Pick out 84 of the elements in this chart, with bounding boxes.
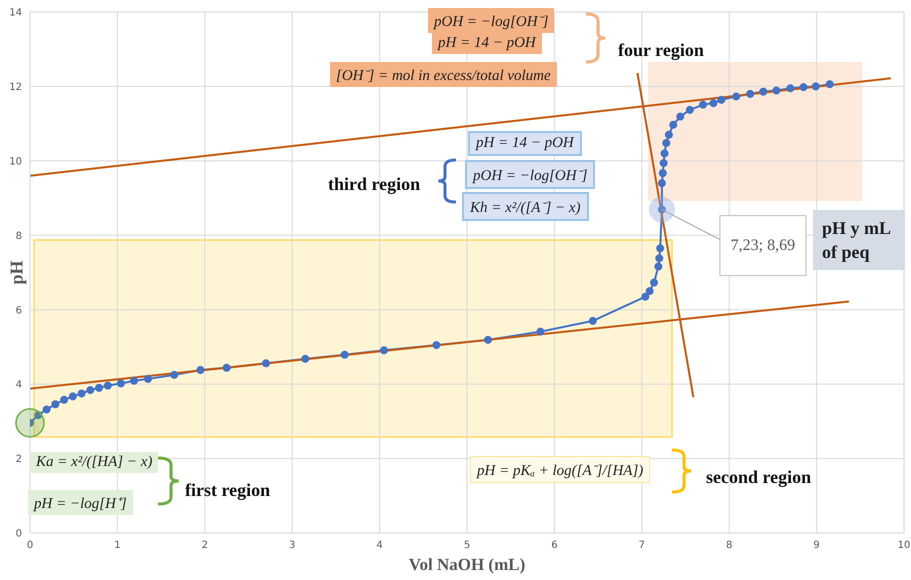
x-tick-label: 0 — [26, 540, 34, 552]
point — [799, 83, 808, 92]
point — [170, 370, 178, 379]
y-tick-label: 0 — [16, 528, 22, 540]
point — [432, 341, 440, 350]
point — [641, 292, 650, 301]
annotation: pH = 14 − pOH — [468, 131, 582, 156]
y-tick-label: 8 — [16, 230, 22, 242]
annotation: pH = pKₐ + log([A⁻]/[HA]) — [470, 456, 650, 483]
point — [130, 376, 138, 385]
point — [340, 350, 349, 359]
x-tick-label: 5 — [464, 540, 470, 552]
point — [654, 262, 662, 271]
point — [588, 316, 597, 325]
point — [34, 411, 42, 420]
point — [732, 92, 740, 100]
point — [812, 82, 820, 90]
point — [772, 86, 780, 95]
point — [826, 80, 834, 88]
annotation: third region — [327, 173, 422, 196]
point — [86, 386, 94, 394]
point — [68, 392, 77, 400]
x-tick-label: 1 — [114, 540, 121, 552]
y-tick-label: 4 — [16, 380, 22, 391]
x-tick-label: 6 — [551, 540, 558, 552]
x-tick-label: 9 — [813, 540, 820, 552]
point — [669, 120, 678, 129]
annotation: pOH = −log[OH⁻] — [465, 160, 596, 189]
point — [51, 400, 60, 408]
x-tick-label: 4 — [376, 540, 383, 552]
point — [116, 379, 125, 388]
annotation: pH = 14 − pOH — [432, 33, 542, 54]
point — [78, 389, 86, 398]
annotation: second region — [705, 466, 812, 489]
x-tick-label: 7 — [638, 540, 645, 552]
annotation: [OH⁻] = mol in excess/total volume — [330, 62, 557, 87]
point — [60, 396, 68, 404]
x-tick-label: 10 — [898, 540, 910, 552]
point — [698, 100, 707, 109]
x-axis-title: Vol NaOH (mL) — [408, 555, 526, 574]
point — [709, 99, 718, 108]
point — [658, 179, 666, 188]
point — [484, 336, 492, 344]
point — [104, 382, 112, 390]
annotation: pH y mL of peq — [813, 210, 905, 270]
annotation: Ka = x²/([HA] − x) — [30, 452, 158, 473]
point — [660, 149, 669, 158]
point — [196, 366, 204, 374]
point — [646, 287, 654, 296]
point — [676, 112, 684, 121]
y-tick-label: 10 — [9, 156, 22, 168]
point — [222, 364, 231, 372]
point — [536, 328, 544, 336]
point — [786, 84, 794, 92]
y-tick-label: 12 — [9, 82, 22, 93]
annotation: four region — [617, 39, 705, 62]
x-tick-label: 3 — [289, 540, 296, 552]
point — [759, 88, 768, 96]
point — [655, 254, 664, 262]
y-tick-label: 14 — [9, 8, 22, 19]
point — [301, 354, 310, 363]
annotation: pOH = −log[OH⁻] — [428, 8, 554, 33]
y-axis-title: pH — [6, 260, 26, 285]
point — [144, 374, 152, 383]
point — [42, 405, 51, 414]
x-tick-label: 8 — [726, 540, 732, 552]
annotation: Kh = x²/([A⁻] − x) — [462, 192, 589, 221]
point — [660, 159, 668, 168]
point — [658, 169, 667, 178]
annotation: first region — [184, 479, 272, 502]
y-tick-label: 6 — [16, 305, 22, 316]
point — [717, 96, 726, 104]
point — [656, 244, 664, 252]
point — [380, 346, 388, 354]
x-tick-label: 2 — [202, 540, 208, 552]
point — [262, 359, 270, 368]
point — [662, 138, 670, 147]
point — [95, 384, 104, 392]
y-tick-label: 2 — [16, 454, 22, 466]
point — [746, 90, 754, 98]
point — [664, 130, 673, 139]
point — [686, 106, 694, 114]
annotation: pH = −log[H⁺] — [28, 490, 133, 515]
point — [650, 278, 658, 287]
